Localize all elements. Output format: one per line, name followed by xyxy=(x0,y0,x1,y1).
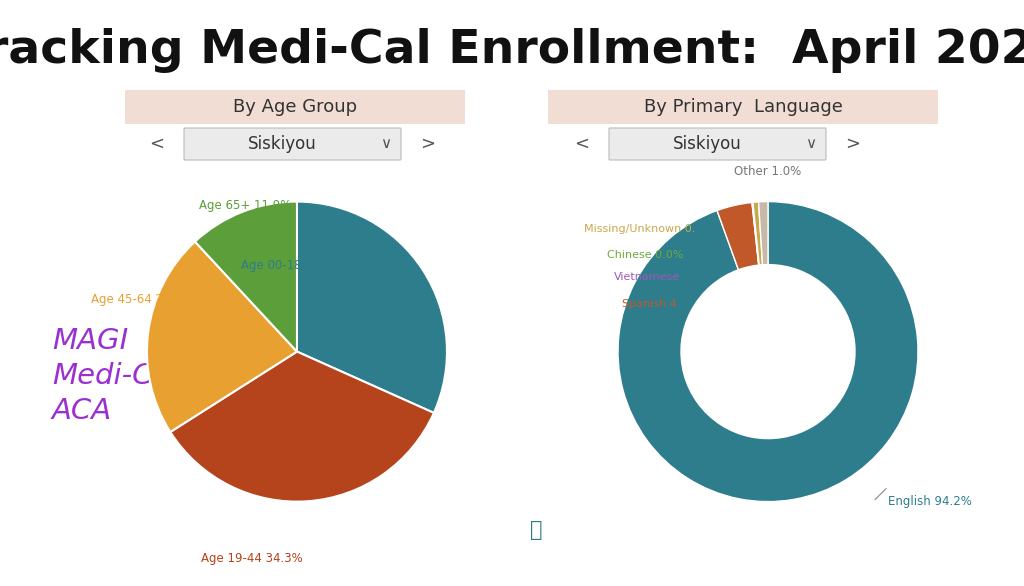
Wedge shape xyxy=(752,202,759,265)
Text: Vietnamese: Vietnamese xyxy=(614,272,680,282)
Text: Chinese 0.0%: Chinese 0.0% xyxy=(607,250,683,260)
Wedge shape xyxy=(170,352,434,502)
Text: Missing/Unknown 0.: Missing/Unknown 0. xyxy=(585,224,695,234)
Text: >: > xyxy=(421,135,435,153)
Text: Spanish 4: Spanish 4 xyxy=(622,299,677,309)
FancyBboxPatch shape xyxy=(184,128,401,160)
Text: Age 00-18 31.7%: Age 00-18 31.7% xyxy=(241,259,342,272)
Text: By Age Group: By Age Group xyxy=(232,98,357,116)
Text: Tracking Medi-Cal Enrollment:  April 2024: Tracking Medi-Cal Enrollment: April 2024 xyxy=(0,28,1024,73)
Text: ⓘ: ⓘ xyxy=(529,520,543,540)
Wedge shape xyxy=(717,202,759,270)
Text: <: < xyxy=(150,135,165,153)
Text: Age 19-44 34.3%: Age 19-44 34.3% xyxy=(201,551,303,565)
Wedge shape xyxy=(147,241,297,432)
Text: English 94.2%: English 94.2% xyxy=(888,495,972,509)
Text: ∨: ∨ xyxy=(381,137,391,152)
Text: Age 65+ 11.9%: Age 65+ 11.9% xyxy=(200,199,292,212)
Text: Other 1.0%: Other 1.0% xyxy=(734,165,802,178)
Wedge shape xyxy=(195,202,297,352)
Wedge shape xyxy=(618,202,918,502)
FancyBboxPatch shape xyxy=(548,90,938,124)
Wedge shape xyxy=(753,202,759,265)
Wedge shape xyxy=(759,202,768,265)
Text: MAGI
Medi-Cal
ACA: MAGI Medi-Cal ACA xyxy=(52,328,178,425)
Text: Siskiyou: Siskiyou xyxy=(673,135,741,153)
Text: <: < xyxy=(574,135,590,153)
FancyBboxPatch shape xyxy=(609,128,826,160)
Text: By Primary  Language: By Primary Language xyxy=(643,98,843,116)
Text: Siskiyou: Siskiyou xyxy=(248,135,316,153)
Wedge shape xyxy=(297,202,446,413)
Wedge shape xyxy=(753,202,763,265)
FancyBboxPatch shape xyxy=(125,90,465,124)
Text: ∨: ∨ xyxy=(806,137,816,152)
Text: >: > xyxy=(846,135,860,153)
Text: Age 45-64 22.1%: Age 45-64 22.1% xyxy=(91,293,193,306)
